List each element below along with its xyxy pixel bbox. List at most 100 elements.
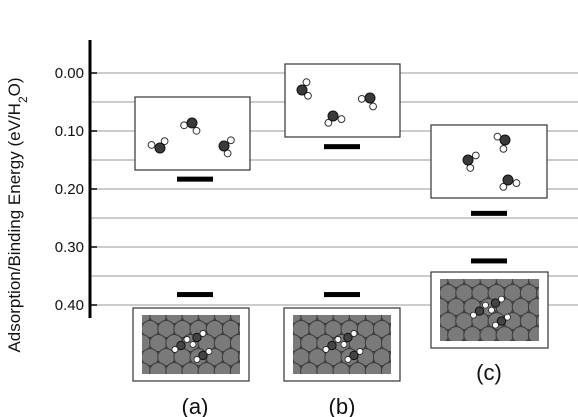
oxygen-atom — [218, 140, 230, 152]
hydrogen-atom — [466, 164, 475, 172]
hydrogen-atom — [304, 91, 312, 100]
metal-atom — [293, 315, 302, 324]
metal-atom — [432, 355, 449, 372]
hydrogen-atom — [499, 182, 508, 191]
hydrogen-atom — [470, 311, 477, 319]
adsorbed-water-cluster — [171, 330, 213, 363]
panel-label: (b) — [329, 394, 356, 417]
hydrogen-atom — [356, 348, 364, 355]
oxygen-atom — [327, 340, 337, 351]
metal-atom — [406, 377, 423, 394]
y-tick-label: 0.10 — [55, 123, 84, 140]
panel-label: (a) — [182, 394, 209, 417]
metal-atom — [214, 391, 231, 408]
metal-atom — [166, 391, 183, 408]
metal-atom — [381, 391, 398, 408]
y-tick-label: 0.30 — [55, 239, 84, 256]
oxygen-atom — [462, 154, 474, 166]
energy-level-bar — [324, 144, 360, 150]
energy-level-bar — [177, 292, 213, 298]
hydrogen-atom — [189, 341, 197, 348]
oxygen-atom — [349, 350, 359, 361]
hydrogen-atom — [160, 137, 169, 146]
metal-atom — [561, 355, 578, 372]
metal-atom — [553, 341, 570, 358]
hydrogen-atom — [350, 330, 358, 337]
y-tick-label: 0.40 — [55, 297, 84, 314]
metal-atom — [528, 355, 545, 372]
metal-atom — [388, 351, 391, 363]
energy-level-bar — [471, 258, 507, 264]
hydrogen-atom — [340, 341, 348, 348]
metal-atom — [237, 351, 240, 363]
oxygen-atom — [496, 316, 507, 326]
hydrogen-atom — [512, 179, 521, 187]
metal-atom — [229, 334, 240, 353]
hydrogen-atom — [193, 356, 201, 363]
metal-atom — [512, 355, 529, 372]
metal-atom — [150, 391, 167, 408]
y-ticks: 0.00 0.10 0.20 0.30 0.40 — [55, 65, 97, 314]
panel-labels: (a) (b) (c) — [182, 360, 502, 417]
hydrogen-atom — [488, 306, 495, 314]
metal-atom — [398, 391, 415, 408]
metal-atom — [247, 391, 264, 408]
surface-trimer-inset — [283, 307, 439, 408]
oxygen-atom — [186, 117, 198, 129]
inset-frame — [284, 63, 401, 138]
gas-phase-trimer-inset — [430, 124, 548, 199]
molecule-insets — [132, 63, 578, 408]
metal-atom — [285, 391, 302, 408]
hydrogen-atom — [492, 321, 499, 329]
metal-atom — [448, 355, 465, 372]
hydrogen-atom — [183, 336, 191, 343]
metal-atom — [527, 326, 539, 341]
oxygen-atom — [343, 332, 353, 343]
metal-atom — [561, 327, 578, 344]
oxygen-atom — [502, 174, 514, 186]
metal-atom — [508, 340, 517, 341]
metal-atom — [230, 391, 247, 408]
hydrogen-atom — [324, 118, 333, 127]
hydrogen-atom — [482, 301, 489, 309]
hydrogen-atom — [357, 94, 366, 103]
hydrogen-atom — [302, 78, 311, 87]
y-tick-label: 0.20 — [55, 181, 84, 198]
metal-atom — [535, 314, 539, 328]
hydrogen-atom — [471, 151, 480, 160]
hydrogen-atom — [504, 313, 511, 321]
metal-atom — [569, 285, 578, 302]
oxygen-atom — [192, 332, 202, 343]
hydrogen-atom — [499, 144, 508, 153]
metal-atom — [422, 377, 439, 394]
oxygen-atom — [499, 134, 511, 146]
metal-atom — [414, 363, 431, 380]
metal-atom — [255, 321, 272, 338]
hydrogen-atom — [147, 141, 156, 149]
metal-atom — [414, 335, 431, 352]
metal-atom — [263, 335, 280, 352]
metal-atom — [237, 323, 240, 335]
metal-atom — [476, 340, 485, 341]
metal-atom — [414, 307, 431, 324]
metal-atom — [553, 285, 570, 302]
hydrogen-atom — [171, 346, 179, 353]
metal-atom — [229, 362, 240, 374]
hydrogen-atom — [334, 336, 342, 343]
energy-level-bar — [471, 210, 507, 216]
oxygen-atom — [198, 350, 208, 361]
metal-atom — [380, 334, 391, 353]
metal-atom — [553, 313, 570, 330]
oxygen-atom — [474, 306, 485, 316]
hydrogen-atom — [344, 356, 352, 363]
metal-atom — [535, 286, 539, 300]
hydrogen-atom — [226, 136, 235, 145]
inset-frame — [430, 124, 548, 199]
gas-phase-trimer-inset — [284, 63, 401, 138]
hydrogen-atom — [192, 126, 201, 135]
energy-level-bar — [177, 176, 213, 182]
metal-atom — [527, 298, 539, 317]
oxygen-atom — [296, 84, 308, 96]
gas-phase-trimer-inset — [134, 96, 251, 171]
